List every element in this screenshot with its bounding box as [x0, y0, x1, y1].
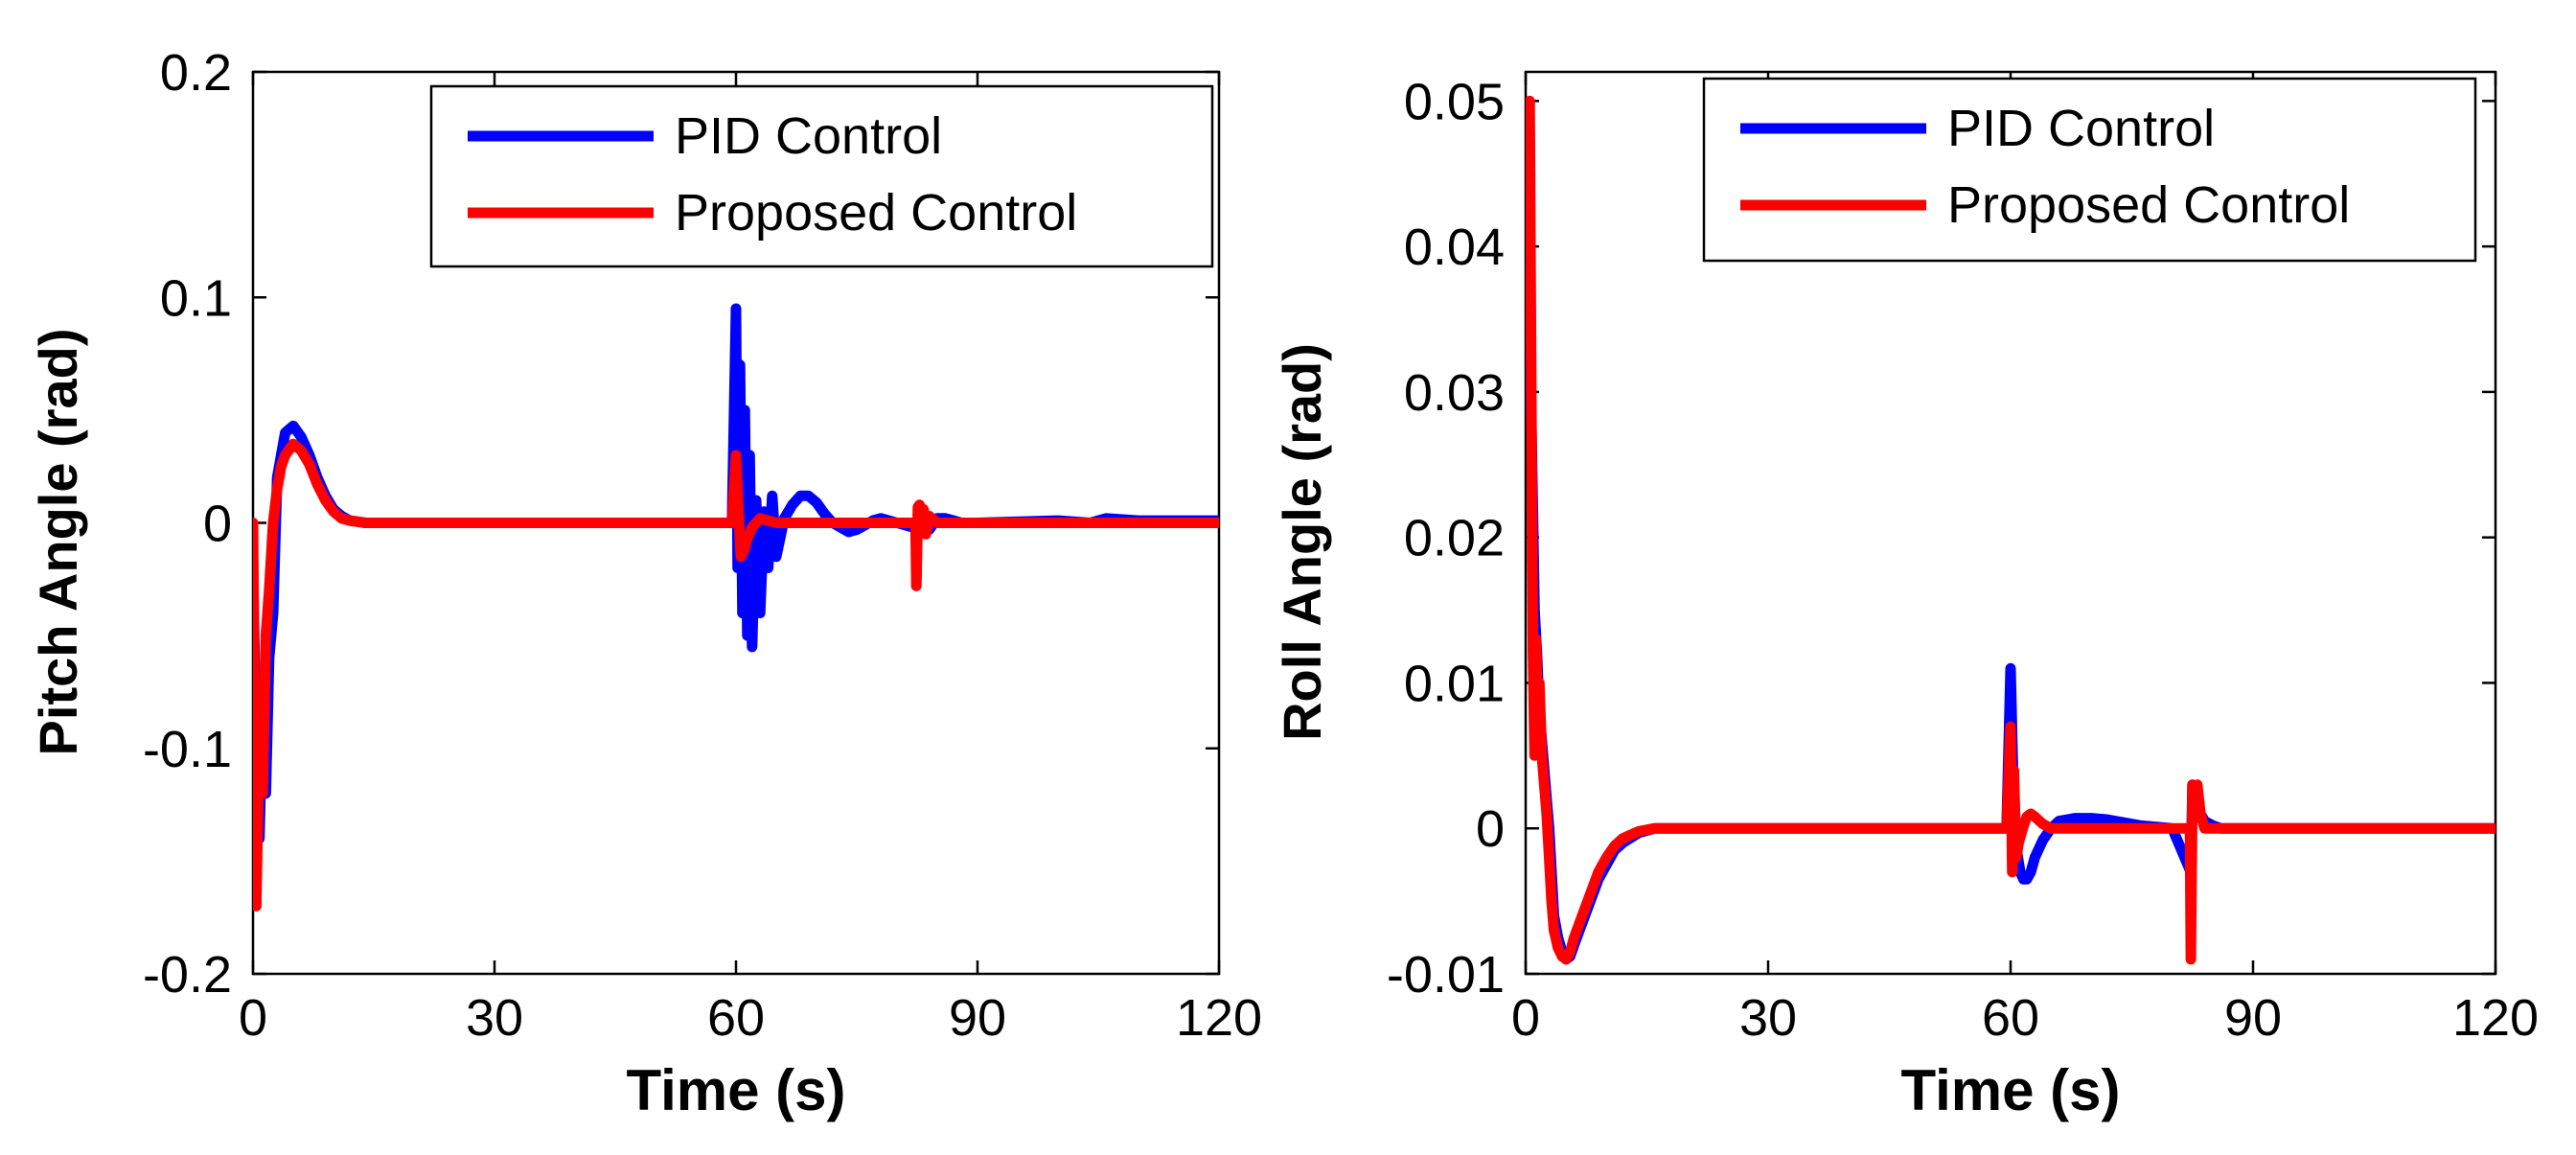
- x-tick-label: 30: [1739, 989, 1797, 1047]
- legend-label: Proposed Control: [675, 184, 1077, 242]
- y-tick-label: 0.2: [160, 44, 232, 102]
- x-tick-label: 0: [1511, 989, 1540, 1047]
- legend-box: [429, 84, 1214, 268]
- x-tick-label: 90: [949, 989, 1006, 1047]
- y-tick-label: 0.01: [1404, 655, 1505, 712]
- x-tick-label: 0: [239, 989, 267, 1047]
- x-tick-label: 30: [466, 989, 523, 1047]
- legend-label: PID Control: [1947, 100, 2215, 157]
- y-tick-label: 0.05: [1404, 73, 1505, 130]
- y-tick-label: -0.2: [143, 946, 232, 1004]
- x-axis-label: Time (s): [1901, 1058, 2121, 1122]
- y-tick-label: 0: [203, 496, 232, 553]
- y-tick-label: 0.04: [1404, 219, 1505, 276]
- y-tick-label: 0.03: [1404, 364, 1505, 422]
- x-tick-label: 60: [707, 989, 765, 1047]
- x-tick-label: 120: [2452, 989, 2539, 1047]
- y-tick-label: -0.01: [1387, 946, 1505, 1004]
- y-tick-label: -0.1: [143, 721, 232, 778]
- y-tick-label: 0.1: [160, 269, 232, 327]
- x-tick-label: 90: [2224, 989, 2282, 1047]
- y-tick-label: 0: [1476, 800, 1505, 858]
- series-line-proposed-control: [253, 438, 1219, 912]
- x-tick-label: 120: [1176, 989, 1262, 1047]
- y-tick-label: 0.02: [1404, 510, 1505, 567]
- x-axis-label: Time (s): [627, 1058, 846, 1122]
- y-axis-label: Pitch Angle (rad): [28, 329, 88, 756]
- legend-box: [1702, 77, 2477, 263]
- legend-label: Proposed Control: [1947, 176, 2350, 234]
- chart-panel-1: 0 30 60 90 120 -0.2 -0.1 0 0.1 0.2 PID Control Prop…: [28, 44, 1262, 1122]
- y-axis-label: Roll Angle (rad): [1272, 343, 1332, 741]
- legend-label: PID Control: [675, 107, 942, 165]
- x-tick-label: 60: [1982, 989, 2039, 1047]
- series-line-proposed-control: [1526, 95, 2496, 965]
